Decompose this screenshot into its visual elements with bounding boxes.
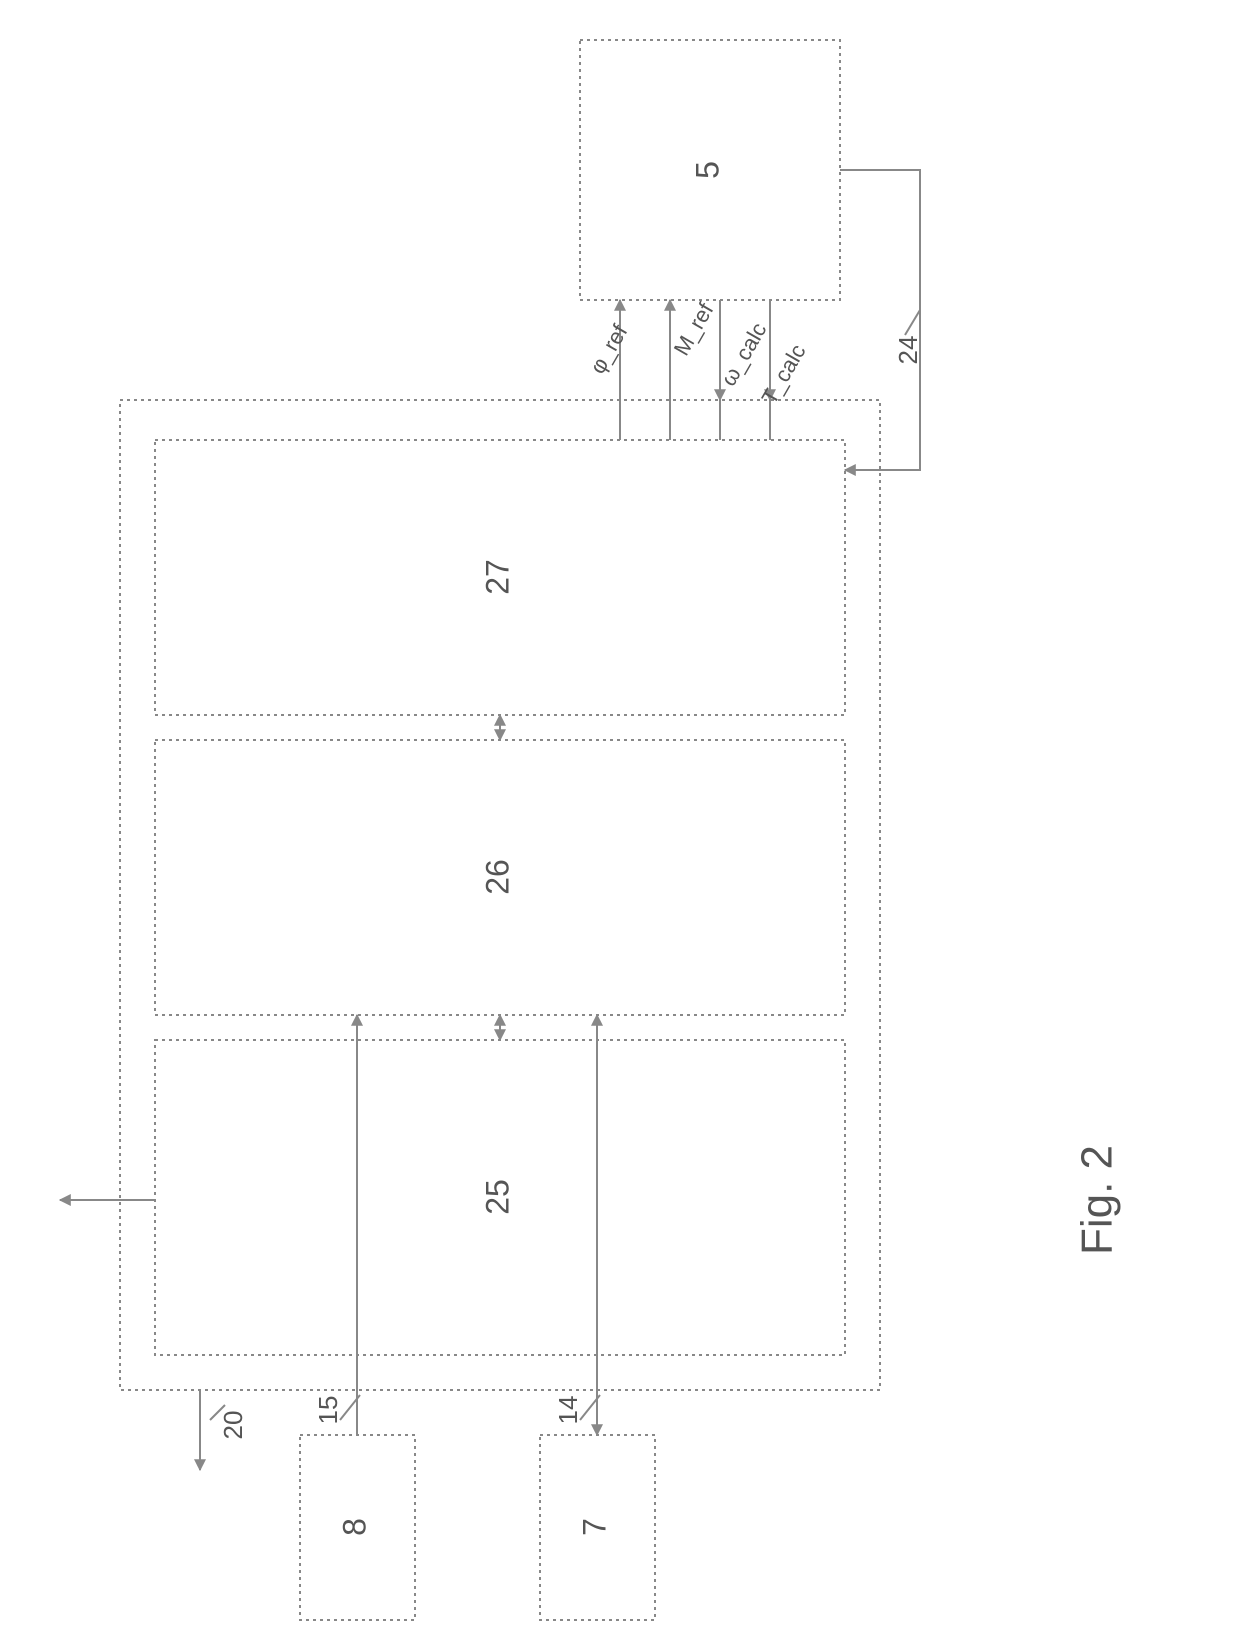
leader-15 <box>340 1395 360 1420</box>
block-25 <box>155 1040 845 1355</box>
block-7 <box>540 1435 655 1620</box>
block-5 <box>580 40 840 300</box>
leader-14 <box>580 1395 600 1420</box>
block-27-label: 27 <box>479 559 515 595</box>
block-8-label: 8 <box>336 1518 372 1536</box>
label-w-calc: ω_calc <box>716 318 772 390</box>
block-24-container <box>120 400 880 1390</box>
block-8 <box>300 1435 415 1620</box>
ref-24-label: 24 <box>893 336 923 365</box>
figure-label: Fig. 2 <box>1073 1145 1122 1255</box>
label-t-calc: T_calc <box>757 340 811 409</box>
label-m-ref: M_ref <box>669 298 719 360</box>
ref-20-label: 20 <box>218 1411 248 1440</box>
block-7-label: 7 <box>576 1518 612 1536</box>
block-5-label: 5 <box>689 161 725 179</box>
block-27 <box>155 440 845 715</box>
label-phi-ref: φ_ref <box>585 320 633 378</box>
ref-14-label: 14 <box>553 1396 583 1425</box>
block-26-label: 26 <box>479 859 515 895</box>
ref-15-label: 15 <box>313 1396 343 1425</box>
block-25-label: 25 <box>479 1179 515 1215</box>
leader-24 <box>905 310 920 335</box>
diagram-canvas: 5 27 26 25 8 7 15 14 φ_ref M_refω_calcT_calc 24 20 F… <box>0 0 1240 1633</box>
block-26 <box>155 740 845 1015</box>
arrow-24 <box>840 170 920 470</box>
leader-20 <box>210 1405 225 1420</box>
